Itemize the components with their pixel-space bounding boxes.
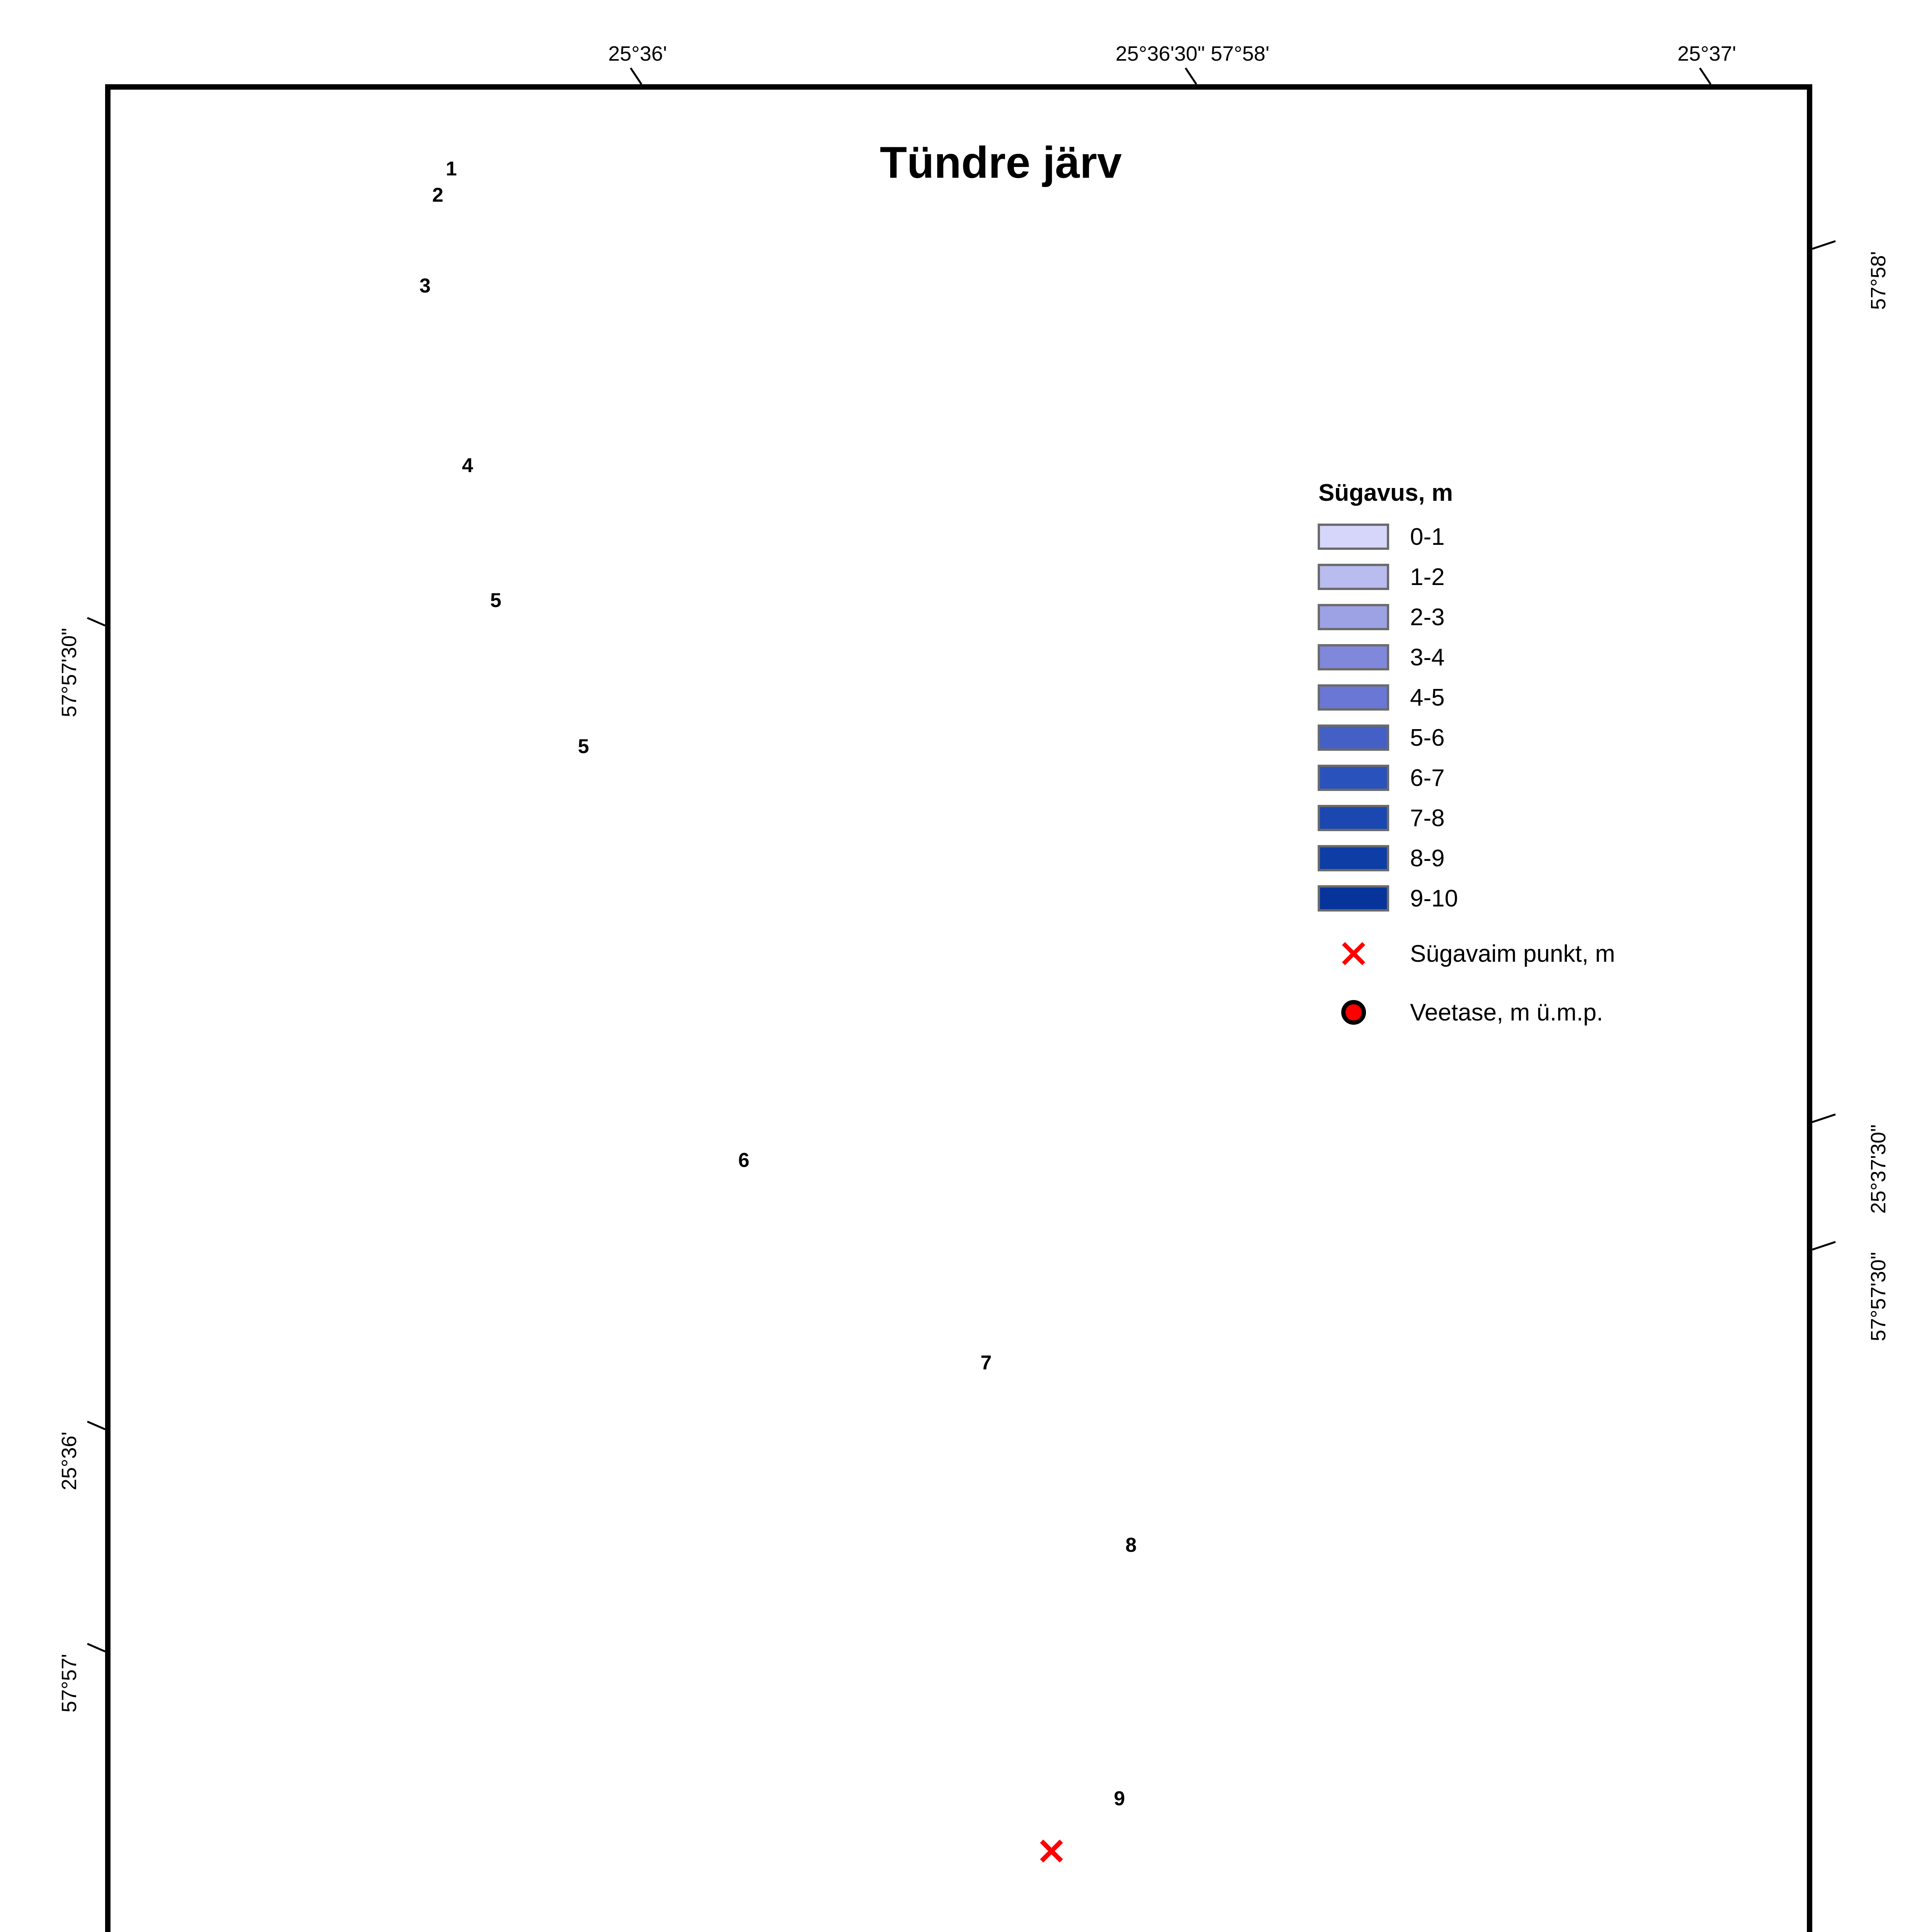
graticule-label-top-1: 25°36'30" 57°58': [1115, 42, 1270, 65]
legend-class-label: 6-7: [1410, 764, 1445, 791]
legend-row: 4-5: [1302, 677, 1712, 718]
legend-row: 5-6: [1302, 718, 1712, 758]
legend-class-label: 2-3: [1410, 604, 1445, 631]
legend-symbol-list: Sügavaim punkt, m Veetase, m ü.m.p.: [1302, 930, 1712, 1036]
graticule-label-right-2: 57°57'30": [1867, 1252, 1890, 1342]
graticule-label-top-2: 25°37': [1677, 42, 1737, 65]
legend-symbol-label: Sügavaim punkt, m: [1410, 940, 1615, 967]
legend-color-swatch: [1318, 684, 1389, 711]
deepest-point-value: 10,2: [1068, 1833, 1126, 1868]
legend-row: 6-7: [1302, 758, 1712, 798]
contour-label: 2: [432, 184, 444, 206]
legend-symbol-label: Veetase, m ü.m.p.: [1410, 999, 1603, 1026]
graticule-label-top-0: 25°36': [608, 42, 667, 65]
legend-color-swatch: [1318, 724, 1389, 751]
legend-symbol-row: Sügavaim punkt, m: [1302, 930, 1712, 977]
legend: Sügavus, m 0-1 1-2 2-3 3-4 4-5 5-6 6-7 7-8 8-9 9-…: [1302, 479, 1712, 1036]
contour-label: 9: [1114, 1787, 1125, 1810]
contour-label: 5: [490, 589, 502, 612]
legend-row: 9-10: [1302, 878, 1712, 918]
x-cross-icon: [1339, 939, 1368, 968]
legend-symbol-box: [1318, 936, 1389, 971]
legend-row: 1-2: [1302, 557, 1712, 597]
graticule-label-left-0: 57°57'30": [58, 628, 81, 718]
map-frame: [105, 84, 1812, 1932]
graticule-label-right-0: 57°58': [1867, 251, 1890, 310]
legend-symbol-row: Veetase, m ü.m.p.: [1302, 989, 1712, 1036]
legend-color-swatch: [1318, 805, 1389, 831]
legend-row: 3-4: [1302, 637, 1712, 677]
legend-color-swatch: [1318, 885, 1389, 912]
x-cross-icon: [1038, 1837, 1065, 1865]
legend-class-list: 0-1 1-2 2-3 3-4 4-5 5-6 6-7 7-8 8-9 9-10: [1302, 517, 1712, 918]
legend-row: 2-3: [1302, 597, 1712, 637]
legend-row: 0-1: [1302, 517, 1712, 557]
contour-label: 7: [980, 1352, 992, 1374]
legend-row: 8-9: [1302, 838, 1712, 878]
legend-title: Sügavus, m: [1318, 480, 1453, 506]
contour-label: 1: [446, 158, 457, 180]
contour-label: 4: [462, 454, 473, 477]
legend-color-swatch: [1318, 524, 1389, 550]
legend-class-label: 5-6: [1410, 724, 1445, 751]
legend-color-swatch: [1318, 604, 1389, 630]
graticule-label-left-1: 25°36': [58, 1432, 81, 1491]
legend-color-swatch: [1318, 845, 1389, 871]
legend-class-label: 1-2: [1410, 563, 1445, 590]
contour-label: 8: [1125, 1534, 1137, 1556]
legend-class-label: 3-4: [1410, 644, 1445, 671]
legend-class-label: 8-9: [1410, 845, 1445, 872]
legend-row: 7-8: [1302, 798, 1712, 838]
legend-class-label: 9-10: [1410, 885, 1458, 912]
legend-color-swatch: [1318, 644, 1389, 670]
deepest-point-marker[interactable]: 10,2: [1038, 1833, 1126, 1869]
contour-label: 6: [738, 1149, 750, 1172]
legend-symbol-box: [1318, 995, 1389, 1030]
graticule-label-left-2: 57°57': [58, 1654, 81, 1713]
filled-circle-icon: [1341, 1000, 1366, 1025]
legend-class-label: 0-1: [1410, 523, 1445, 550]
legend-class-label: 4-5: [1410, 684, 1445, 711]
legend-color-swatch: [1318, 765, 1389, 791]
page-title: Tündre järv: [879, 138, 1122, 187]
graticule-label-right-1: 25°37'30": [1867, 1124, 1890, 1214]
legend-class-label: 7-8: [1410, 804, 1445, 832]
legend-color-swatch: [1318, 564, 1389, 590]
contour-label: 5: [578, 735, 589, 758]
contour-label: 3: [419, 275, 431, 297]
